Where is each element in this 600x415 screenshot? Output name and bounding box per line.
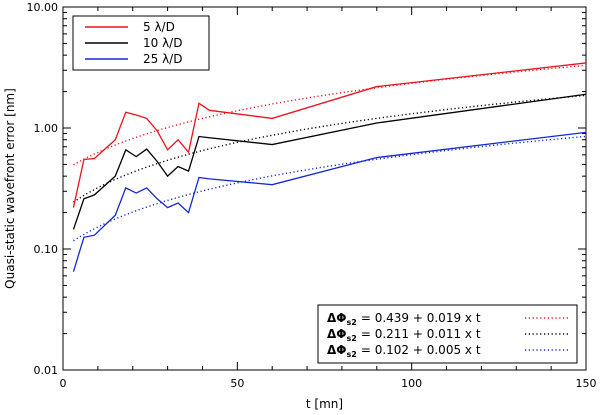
fit-eq-1: ΔΦs2 = 0.439 + 0.019 x t: [327, 311, 481, 327]
fit-line-1: [73, 64, 587, 166]
series-line-2: [72, 93, 587, 230]
legend-top: 5 λ/D 10 λ/D 25 λ/D: [72, 15, 210, 71]
data-lines: [72, 62, 587, 272]
legend-label-5: 5 λ/D: [143, 20, 175, 34]
fit-eq-1-lhs: ΔΦ: [327, 311, 347, 325]
fit-eq-2-rhs: = 0.211 + 0.011 x t: [361, 327, 481, 341]
fit-line-2: [73, 94, 587, 203]
fit-eq-1-rhs: = 0.439 + 0.019 x t: [361, 311, 481, 325]
y-tick-label: 0.01: [34, 364, 59, 377]
fit-eq-1-sub: s2: [347, 318, 357, 327]
y-axis-label: Quasi-static wavefront error [nm]: [3, 88, 17, 289]
x-tick-label: 150: [576, 377, 597, 390]
x-tick-label: 0: [60, 377, 67, 390]
fit-eq-3-lhs: ΔΦ: [327, 343, 347, 357]
fit-line-3: [73, 135, 587, 242]
x-tick-label: 50: [230, 377, 244, 390]
series-line-1: [72, 62, 587, 208]
x-axis-label: t [mn]: [306, 397, 343, 411]
x-tick-label: 100: [401, 377, 422, 390]
series-line-3: [72, 131, 587, 272]
legend-label-10: 10 λ/D: [143, 36, 182, 50]
fit-eq-2-sub: s2: [347, 334, 357, 343]
legend-bottom-box: [317, 304, 578, 364]
fit-eq-2-lhs: ΔΦ: [327, 327, 347, 341]
y-tick-label: 0.10: [34, 243, 59, 256]
legend-bottom: ΔΦs2 = 0.439 + 0.019 x t ΔΦs2 = 0.211 + 0.…: [317, 304, 578, 364]
legend-label-25: 25 λ/D: [143, 52, 182, 66]
fit-eq-3-sub: s2: [347, 350, 357, 359]
plot-frame: [62, 6, 587, 371]
fit-lines: [73, 64, 587, 242]
fit-eq-3-rhs: = 0.102 + 0.005 x t: [361, 343, 481, 357]
axis-ticks: 0 50 100 150 0.01 0.10 1.00 10.00: [27, 1, 597, 390]
fit-eq-3: ΔΦs2 = 0.102 + 0.005 x t: [327, 343, 481, 359]
y-tick-label: 1.00: [34, 122, 59, 135]
fit-eq-2: ΔΦs2 = 0.211 + 0.011 x t: [327, 327, 481, 343]
y-tick-label: 10.00: [27, 1, 59, 14]
